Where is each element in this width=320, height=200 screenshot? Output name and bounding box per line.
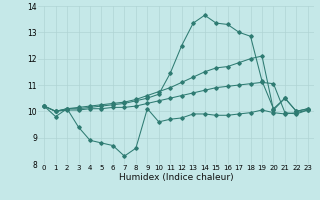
X-axis label: Humidex (Indice chaleur): Humidex (Indice chaleur)	[119, 173, 233, 182]
